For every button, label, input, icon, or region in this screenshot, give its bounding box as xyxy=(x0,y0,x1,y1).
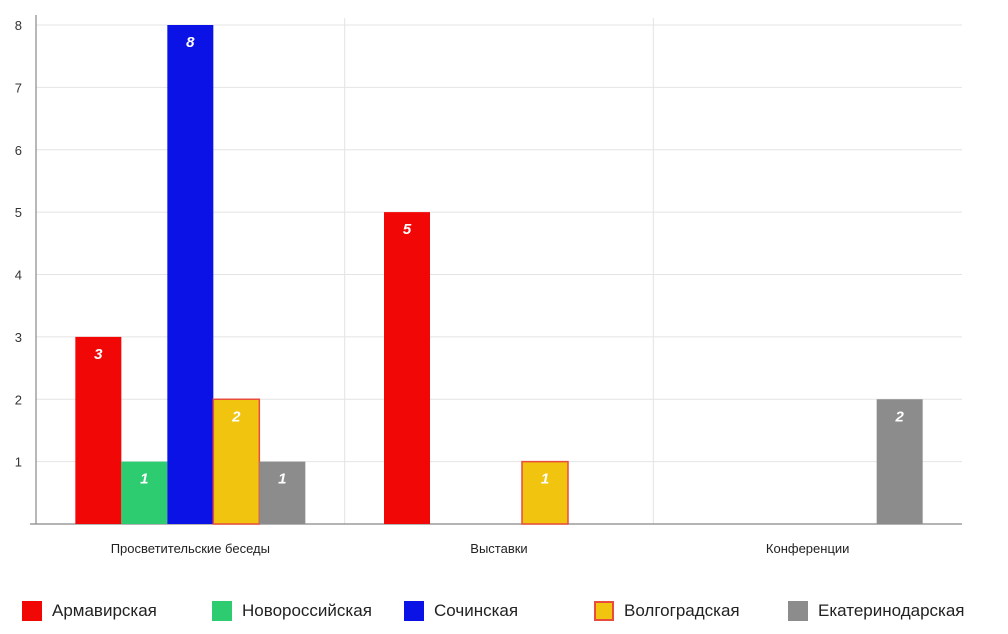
chart-legend: Армавирская Новороссийская Сочинская Вол… xyxy=(0,580,1008,634)
bar xyxy=(75,336,122,524)
bar-data-label: 2 xyxy=(894,408,904,425)
x-category-label: Выставки xyxy=(470,541,527,556)
bar-data-label: 1 xyxy=(541,471,549,488)
bar-data-label: 1 xyxy=(278,471,286,488)
x-category-label: Просветительские беседы xyxy=(111,541,270,556)
legend-swatch xyxy=(212,601,232,621)
y-tick-label: 4 xyxy=(15,268,22,283)
legend-swatch xyxy=(594,601,614,621)
legend-label: Сочинская xyxy=(434,601,519,620)
legend-item-ekaterinodarskaya[interactable]: Екатеринодарская xyxy=(788,600,965,622)
bar xyxy=(876,399,923,524)
bar-data-label: 2 xyxy=(231,408,241,425)
legend-swatch xyxy=(22,601,42,621)
y-tick-label: 5 xyxy=(15,205,22,220)
legend-item-sochinskaya[interactable]: Сочинская xyxy=(404,600,518,622)
legend-label: Армавирская xyxy=(52,601,157,620)
y-tick-label: 8 xyxy=(15,18,22,33)
bar xyxy=(259,461,306,524)
legend-item-armavirskaya[interactable]: Армавирская xyxy=(22,600,157,622)
bar xyxy=(212,398,261,525)
y-tick-label: 6 xyxy=(15,143,22,158)
legend-label: Новороссийская xyxy=(242,601,372,620)
bar xyxy=(521,460,569,525)
bar xyxy=(384,212,430,524)
bar-data-label: 1 xyxy=(140,471,148,488)
legend-swatch xyxy=(788,601,808,621)
legend-item-volgogradskaya[interactable]: Волгоградская xyxy=(594,600,740,622)
bar-chart: 1 2 3 4 5 6 7 8 3 1 8 2 1 Просветительские беседы 5 1 Вы… xyxy=(15,15,962,556)
bar xyxy=(121,461,168,524)
y-tick-label: 1 xyxy=(15,455,22,470)
bar-data-label: 8 xyxy=(186,34,195,51)
bar-data-label: 5 xyxy=(403,221,412,238)
legend-label: Волгоградская xyxy=(624,601,740,620)
y-tick-label: 3 xyxy=(15,330,22,345)
legend-item-novorossiyskaya[interactable]: Новороссийская xyxy=(212,600,372,622)
y-tick-label: 7 xyxy=(15,80,22,95)
bar xyxy=(167,25,214,524)
legend-label: Екатеринодарская xyxy=(818,601,965,620)
y-tick-label: 2 xyxy=(15,392,22,407)
legend-swatch xyxy=(404,601,424,621)
x-category-label: Конференции xyxy=(766,541,850,556)
bar-data-label: 3 xyxy=(94,346,103,363)
